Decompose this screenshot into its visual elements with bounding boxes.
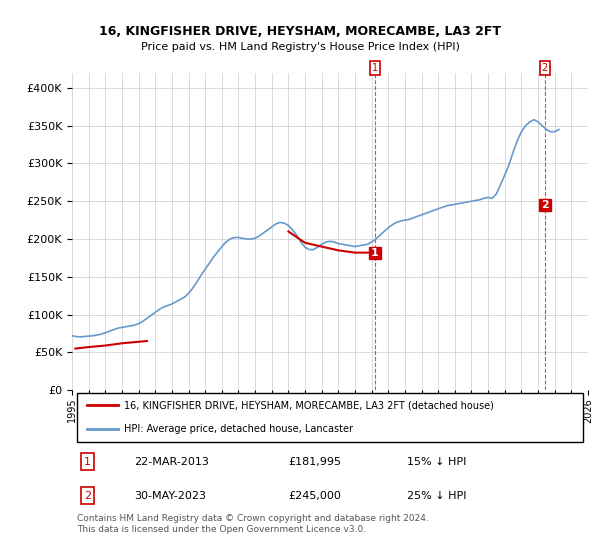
Text: 1: 1 <box>372 63 378 73</box>
Text: 1: 1 <box>371 248 379 258</box>
Text: 2: 2 <box>542 63 548 73</box>
Text: Contains HM Land Registry data © Crown copyright and database right 2024.
This d: Contains HM Land Registry data © Crown c… <box>77 514 429 534</box>
Text: 16, KINGFISHER DRIVE, HEYSHAM, MORECAMBE, LA3 2FT (detached house): 16, KINGFISHER DRIVE, HEYSHAM, MORECAMBE… <box>124 400 493 410</box>
Text: £181,995: £181,995 <box>289 456 342 466</box>
Text: Price paid vs. HM Land Registry's House Price Index (HPI): Price paid vs. HM Land Registry's House … <box>140 42 460 52</box>
Text: 30-MAY-2023: 30-MAY-2023 <box>134 491 206 501</box>
FancyBboxPatch shape <box>77 393 583 442</box>
Text: 2: 2 <box>84 491 91 501</box>
Text: 25% ↓ HPI: 25% ↓ HPI <box>407 491 467 501</box>
Text: 22-MAR-2013: 22-MAR-2013 <box>134 456 209 466</box>
Text: £245,000: £245,000 <box>289 491 341 501</box>
Text: HPI: Average price, detached house, Lancaster: HPI: Average price, detached house, Lanc… <box>124 424 353 435</box>
Text: 16, KINGFISHER DRIVE, HEYSHAM, MORECAMBE, LA3 2FT: 16, KINGFISHER DRIVE, HEYSHAM, MORECAMBE… <box>99 25 501 38</box>
Text: 15% ↓ HPI: 15% ↓ HPI <box>407 456 467 466</box>
Text: 1: 1 <box>84 456 91 466</box>
Text: 2: 2 <box>541 200 548 210</box>
